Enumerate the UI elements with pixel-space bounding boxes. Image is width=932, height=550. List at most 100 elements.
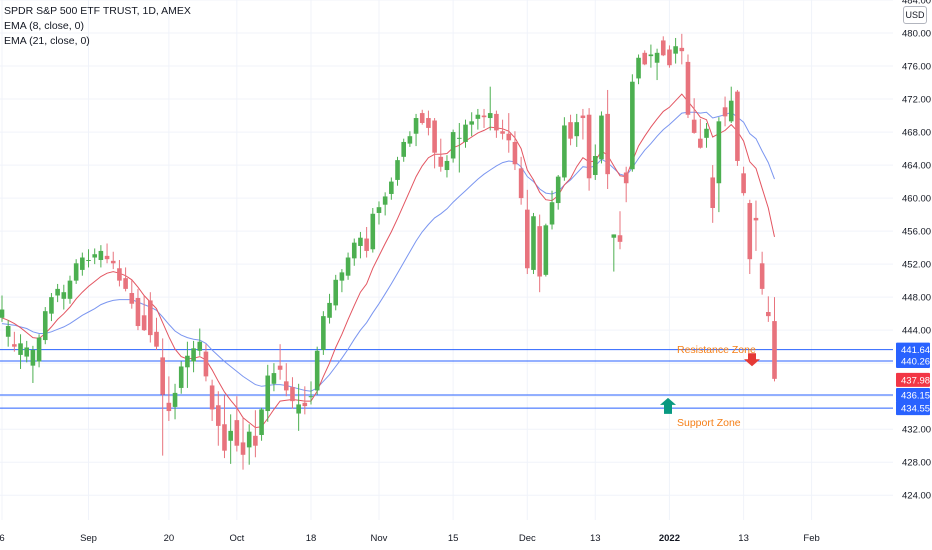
candle-up (80, 257, 85, 270)
candle-up (401, 141, 406, 157)
price-tick-label: 484.00 (902, 0, 931, 7)
candle-up (42, 311, 48, 341)
candle-down (766, 312, 771, 317)
candle-up (191, 348, 196, 362)
candle-up (172, 392, 178, 407)
candle-down (123, 278, 128, 289)
candle-up (314, 350, 320, 391)
price-axis[interactable]: 424.00 428.00 432.00 444.00 448.00 452.00 456.… (893, 0, 932, 550)
candle-down (283, 381, 289, 391)
price-tick-label: 424.00 (902, 491, 931, 502)
candle-down (525, 209, 530, 269)
candle-up (611, 234, 617, 238)
chart-grid (0, 0, 893, 520)
candle-up (592, 156, 598, 175)
price-badge-label: 440.26 (901, 357, 930, 368)
candle-down (432, 120, 437, 153)
time-tick-label: Dec (519, 533, 536, 544)
candle-down (135, 297, 141, 327)
candle-up (543, 225, 549, 275)
candle-down (277, 365, 283, 370)
chart-legend: SPDR S&P 500 ETF TRUST, 1D, AMEX EMA (8,… (4, 4, 191, 49)
candle-up (321, 316, 326, 350)
price-tick-label: 456.00 (902, 227, 931, 238)
candle-down (617, 235, 623, 242)
candle-down (234, 420, 240, 446)
candle-down (667, 49, 672, 66)
candle-down (710, 177, 715, 208)
candle-down (426, 118, 431, 128)
ema8-legend-label[interactable]: EMA (8, close, 0) (4, 20, 84, 32)
candle-down (302, 402, 308, 407)
candle-up (36, 337, 42, 362)
candle-up (351, 242, 357, 259)
price-tick-label: 428.00 (902, 458, 931, 469)
candle-down (240, 442, 246, 455)
candle-down (698, 138, 703, 148)
price-tick-label: 464.00 (902, 161, 931, 172)
candle-up (648, 54, 654, 57)
candle-down (110, 260, 116, 264)
candle-down (605, 113, 610, 175)
candle-up (358, 237, 363, 246)
candle-up (630, 81, 635, 170)
zone-price-badge (896, 354, 930, 369)
candle-up (308, 396, 314, 398)
support-zone-label: Support Zone (677, 417, 741, 429)
resistance-zone-label: Resistance Zone (677, 344, 756, 356)
candle-down (623, 172, 629, 184)
candle-down (747, 203, 753, 260)
candle-down (772, 321, 777, 379)
time-tick-label: 6 (0, 533, 5, 544)
price-axis-bg (893, 0, 932, 550)
candle-down (506, 133, 512, 141)
candle-up (395, 160, 400, 180)
time-axis[interactable]: 6 Sep 20 Oct 18 Nov 15 Dec 13 2022 13 Feb (0, 520, 893, 550)
candle-up (92, 254, 97, 258)
candle-up (339, 272, 345, 281)
candle-down (253, 435, 258, 446)
currency-button[interactable]: USD (903, 6, 927, 24)
candle-down (216, 405, 221, 426)
candle-up (562, 125, 567, 178)
candle-down (537, 226, 542, 277)
candle-down (586, 114, 592, 179)
candle-down (759, 263, 765, 289)
time-tick-label: 18 (306, 533, 317, 544)
time-tick-label: Sep (80, 533, 97, 544)
candle-up (0, 309, 5, 318)
candle-down (419, 113, 425, 123)
ema21-legend-label[interactable]: EMA (21, close, 0) (4, 35, 90, 47)
arrow-up-icon (660, 397, 676, 414)
candle-down (580, 115, 586, 119)
candle-up (246, 431, 252, 448)
price-tick-label: 476.00 (902, 62, 931, 73)
candle-up (444, 160, 450, 171)
candle-up (49, 297, 54, 314)
zone-price-badge (896, 342, 930, 357)
zone-arrows (660, 353, 760, 414)
candle-down (203, 351, 209, 377)
candle-up (296, 404, 301, 414)
candle-down (691, 119, 697, 133)
candle-down (438, 156, 444, 167)
candle-up (376, 207, 382, 213)
candle-down (209, 385, 215, 410)
price-badge-label: 441.64 (901, 345, 930, 356)
candle-down (660, 40, 666, 56)
candle-down (148, 300, 153, 336)
candle-down (364, 238, 369, 251)
candle-up (555, 176, 561, 204)
candles-group (0, 33, 777, 470)
candle-up (389, 181, 394, 194)
candle-down (141, 315, 147, 331)
price-badge-label: 434.55 (901, 404, 930, 415)
zone-price-badge (896, 401, 930, 416)
symbol-title[interactable]: SPDR S&P 500 ETF TRUST, 1D, AMEX (4, 5, 191, 17)
candle-down (679, 47, 685, 52)
candle-up (327, 302, 332, 318)
candle-up (265, 375, 271, 412)
ema8-line-group (1, 93, 775, 429)
candle-down (160, 357, 165, 395)
candle-down (154, 331, 159, 347)
